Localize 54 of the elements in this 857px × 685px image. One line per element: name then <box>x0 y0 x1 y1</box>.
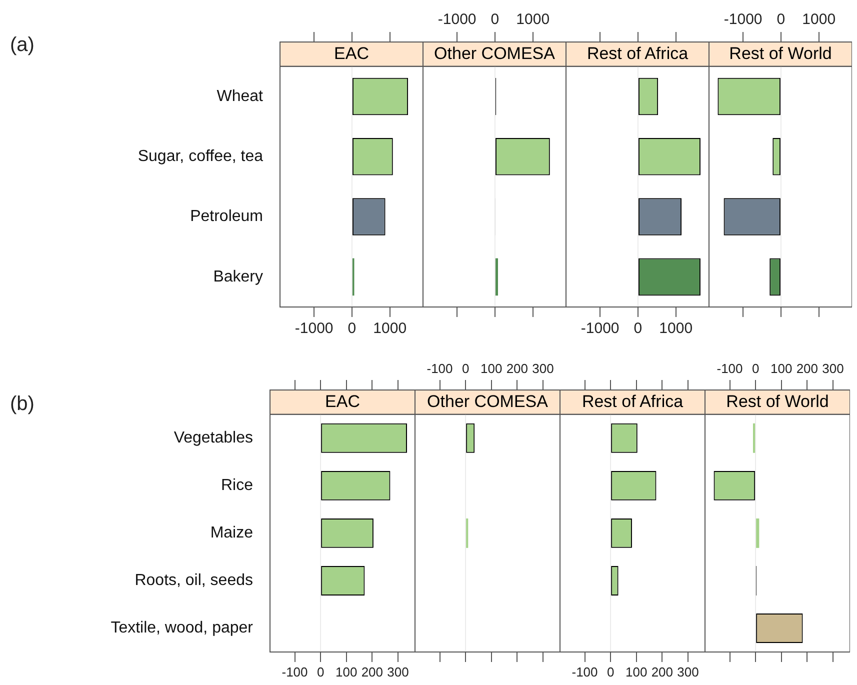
x-tick-label: 300 <box>532 360 554 376</box>
chart-title: EAC <box>325 392 360 411</box>
text: (a) <box>10 33 34 57</box>
x-tick-label: -1000 <box>438 11 476 28</box>
x-tick-label: -1000 <box>724 11 762 28</box>
x-tick-label: 100 <box>770 360 792 376</box>
x-tick-label: -1000 <box>294 320 334 338</box>
x-tick-label: 200 <box>361 664 384 680</box>
x-tick-label: 0 <box>490 11 500 28</box>
bar <box>756 518 760 548</box>
y-tick-label: Vegetables <box>174 430 253 447</box>
x-tick-label: 0 <box>634 320 642 338</box>
x-tick-label: 0 <box>752 360 760 376</box>
x-tick-label: -100 <box>282 664 308 680</box>
x-tick-label: 200 <box>651 664 674 680</box>
bar <box>752 423 756 453</box>
x-tick-label: 0 <box>316 664 324 680</box>
x-tick-label: 0 <box>606 664 614 680</box>
y-tick-label: Textile, wood, paper <box>110 620 254 637</box>
bar <box>495 258 498 296</box>
y-tick-label: Petroleum <box>190 208 263 226</box>
chart-title: Rest of World <box>726 392 829 411</box>
x-tick-label: 200 <box>506 360 528 376</box>
chart-title: Other COMESA <box>427 392 549 411</box>
x-tick-label: 300 <box>822 360 844 376</box>
chart-title: Other COMESA <box>434 44 556 63</box>
x-tick-label: 200 <box>796 360 818 376</box>
y-tick-label: Sugar, coffee, tea <box>138 148 264 166</box>
x-tick-label: -100 <box>572 664 598 680</box>
text: (b) <box>10 392 34 416</box>
chart-title: Rest of Africa <box>582 392 684 411</box>
chart-title: Rest of World <box>729 44 832 63</box>
x-tick-label: -1000 <box>580 320 620 338</box>
chart-title: EAC <box>334 44 369 63</box>
x-tick-label: 0 <box>462 360 470 376</box>
x-tick-label: -100 <box>716 360 743 376</box>
x-tick-label: 300 <box>677 664 699 680</box>
x-tick-label: 0 <box>348 320 356 338</box>
chart-title: Rest of Africa <box>586 44 689 63</box>
x-tick-label: 100 <box>336 664 358 680</box>
x-tick-label: 300 <box>387 664 409 680</box>
x-tick-label: 100 <box>626 664 648 680</box>
x-tick-label: 0 <box>776 11 786 28</box>
y-tick-label: Wheat <box>216 88 264 105</box>
y-tick-label: Maize <box>210 524 254 542</box>
x-tick-label: 1000 <box>516 11 550 28</box>
y-tick-label: Roots, oil, seeds <box>134 572 253 590</box>
y-tick-label: Rice <box>220 477 254 494</box>
x-tick-label: 1000 <box>659 320 693 338</box>
x-tick-label: -100 <box>426 360 453 376</box>
x-tick-label: 1000 <box>802 11 836 28</box>
x-tick-label: 1000 <box>373 320 407 338</box>
y-tick-label: Bakery <box>213 268 263 286</box>
x-tick-label: 100 <box>480 360 502 376</box>
